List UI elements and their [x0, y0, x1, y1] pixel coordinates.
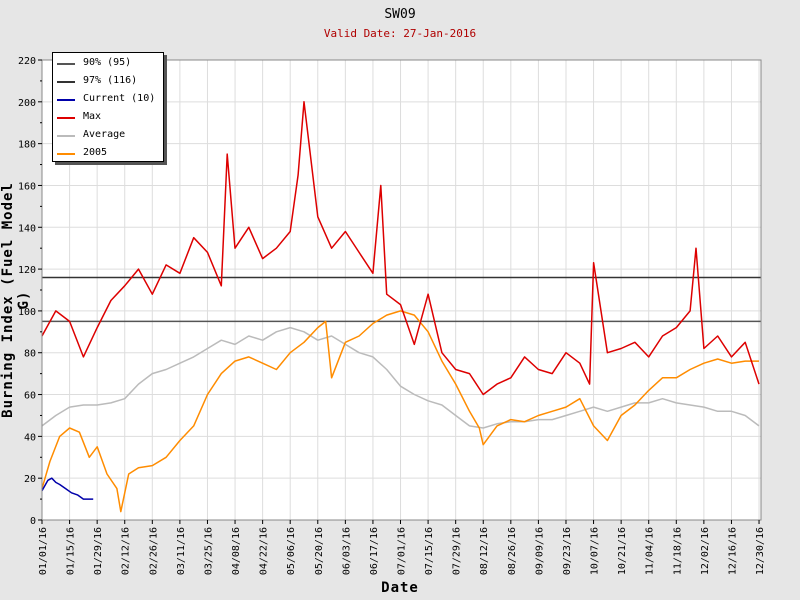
- legend-label: 97% (116): [83, 75, 138, 86]
- x-tick-label: 09/09/16: [534, 527, 545, 575]
- y-tick-label: 120: [18, 265, 36, 276]
- y-tick-label: 60: [24, 391, 36, 402]
- x-tick-label: 10/21/16: [617, 527, 628, 575]
- y-tick-label: 200: [18, 98, 36, 109]
- legend-item-2005: 2005: [57, 146, 161, 162]
- y-tick-label: 20: [24, 474, 36, 485]
- x-tick-label: 03/25/16: [203, 527, 214, 575]
- legend-swatch: [57, 81, 75, 83]
- chart-title: SW09: [384, 7, 416, 22]
- x-tick-label: 01/29/16: [93, 527, 104, 575]
- legend-item-97pct: 97% (116): [57, 74, 161, 90]
- series-line-average: [41, 326, 760, 429]
- y-axis-label: Burning Index (Fuel Model G): [0, 182, 32, 418]
- x-axis: 01/01/16 01/15/16 01/29/16 02/12/16 02/26/16…: [38, 520, 766, 575]
- x-tick-label: 01/15/16: [66, 527, 77, 575]
- x-tick-label: 09/23/16: [562, 527, 573, 575]
- legend: 90% (95) 97% (116) Current (10) Max Aver…: [52, 52, 164, 162]
- legend-label: Average: [83, 129, 126, 140]
- legend-item-average: Average: [57, 128, 161, 144]
- x-tick-label: 11/04/16: [645, 527, 656, 575]
- legend-label: Max: [83, 111, 102, 122]
- reference-lines: [42, 276, 761, 323]
- x-tick-label: 01/01/16: [38, 527, 49, 575]
- x-tick-label: 10/07/16: [590, 527, 601, 575]
- x-tick-label: 03/11/16: [176, 527, 187, 575]
- series-lines: [41, 101, 760, 513]
- x-tick-label: 02/26/16: [148, 527, 159, 575]
- x-axis-label: Date: [381, 580, 419, 596]
- x-tick-label: 06/17/16: [369, 527, 380, 575]
- y-axis: 0 20 40 60 80 100 120 140 160 180 200 220: [18, 56, 42, 527]
- x-tick-label: 04/22/16: [259, 527, 270, 575]
- y-tick-label: 40: [24, 432, 36, 443]
- x-tick-label: 06/03/16: [341, 527, 352, 575]
- series-line-current: [41, 477, 94, 500]
- x-tick-label: 04/08/16: [231, 527, 242, 575]
- x-tick-label: 12/02/16: [700, 527, 711, 575]
- legend-swatch: [57, 135, 75, 137]
- y-tick-label: 0: [30, 516, 36, 527]
- series-line-2005: [41, 310, 759, 513]
- chart-subtitle: Valid Date: 27-Jan-2016: [323, 27, 477, 40]
- legend-label: 2005: [83, 147, 108, 158]
- x-tick-label: 05/20/16: [314, 527, 325, 575]
- x-tick-label: 07/15/16: [424, 527, 435, 575]
- y-tick-label: 160: [18, 181, 36, 192]
- x-tick-label: 08/12/16: [479, 527, 490, 575]
- legend-swatch: [57, 63, 75, 65]
- legend-swatch: [57, 117, 75, 119]
- x-tick-label: 07/01/16: [397, 527, 408, 575]
- x-tick-label: 12/30/16: [755, 527, 766, 575]
- legend-item-current: Current (10): [57, 92, 161, 108]
- y-tick-label: 140: [18, 223, 36, 234]
- x-tick-label: 12/16/16: [727, 527, 738, 575]
- grid-lines: [41, 59, 761, 521]
- legend-item-90pct: 90% (95): [57, 56, 161, 72]
- series-line-max: [41, 101, 760, 396]
- y-tick-label: 180: [18, 140, 36, 151]
- legend-label: Current (10): [83, 93, 156, 104]
- y-tick-label: 100: [18, 307, 36, 318]
- legend-label: 90% (95): [83, 57, 132, 68]
- y-tick-label: 220: [18, 56, 36, 67]
- x-tick-label: 05/06/16: [286, 527, 297, 575]
- legend-swatch: [57, 99, 75, 101]
- x-tick-label: 08/26/16: [507, 527, 518, 575]
- x-tick-label: 11/18/16: [672, 527, 683, 575]
- x-tick-label: 02/12/16: [121, 527, 132, 575]
- x-tick-label: 07/29/16: [452, 527, 463, 575]
- y-tick-label: 80: [24, 349, 36, 360]
- legend-item-max: Max: [57, 110, 161, 126]
- legend-swatch: [57, 153, 75, 155]
